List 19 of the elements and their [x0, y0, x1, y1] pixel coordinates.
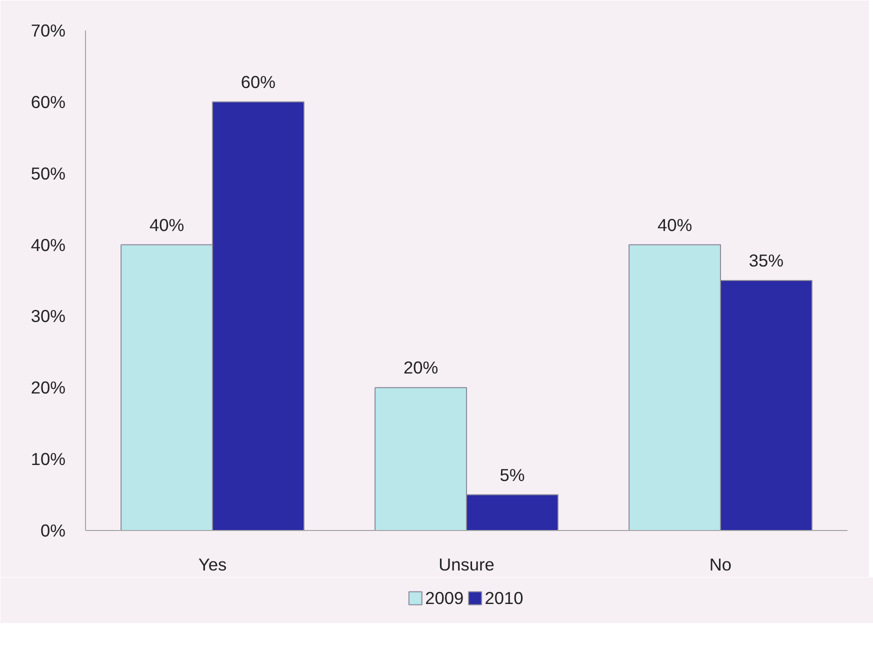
y-tick-label: 60% [30, 92, 66, 112]
y-tick-label: 30% [30, 306, 66, 326]
y-tick-label: 40% [30, 234, 66, 255]
x-tick-label: Yes [198, 554, 227, 574]
data-label: 5% [500, 464, 525, 485]
data-label: 40% [149, 214, 184, 235]
y-tick-label: 0% [40, 520, 66, 540]
y-tick-label: 20% [30, 378, 66, 398]
data-label: 35% [748, 250, 784, 270]
data-label: 40% [657, 214, 692, 235]
y-tick-label: 70% [30, 20, 66, 40]
x-tick-label: No [709, 554, 732, 574]
legend-label: 2010 [484, 588, 524, 608]
y-tick-label: 50% [30, 163, 66, 184]
x-tick-label: Unsure [438, 554, 494, 574]
data-label: 20% [403, 358, 438, 378]
y-tick-label: 10% [30, 449, 66, 470]
legend-label: 2009 [425, 588, 464, 608]
data-label: 60% [240, 72, 276, 92]
